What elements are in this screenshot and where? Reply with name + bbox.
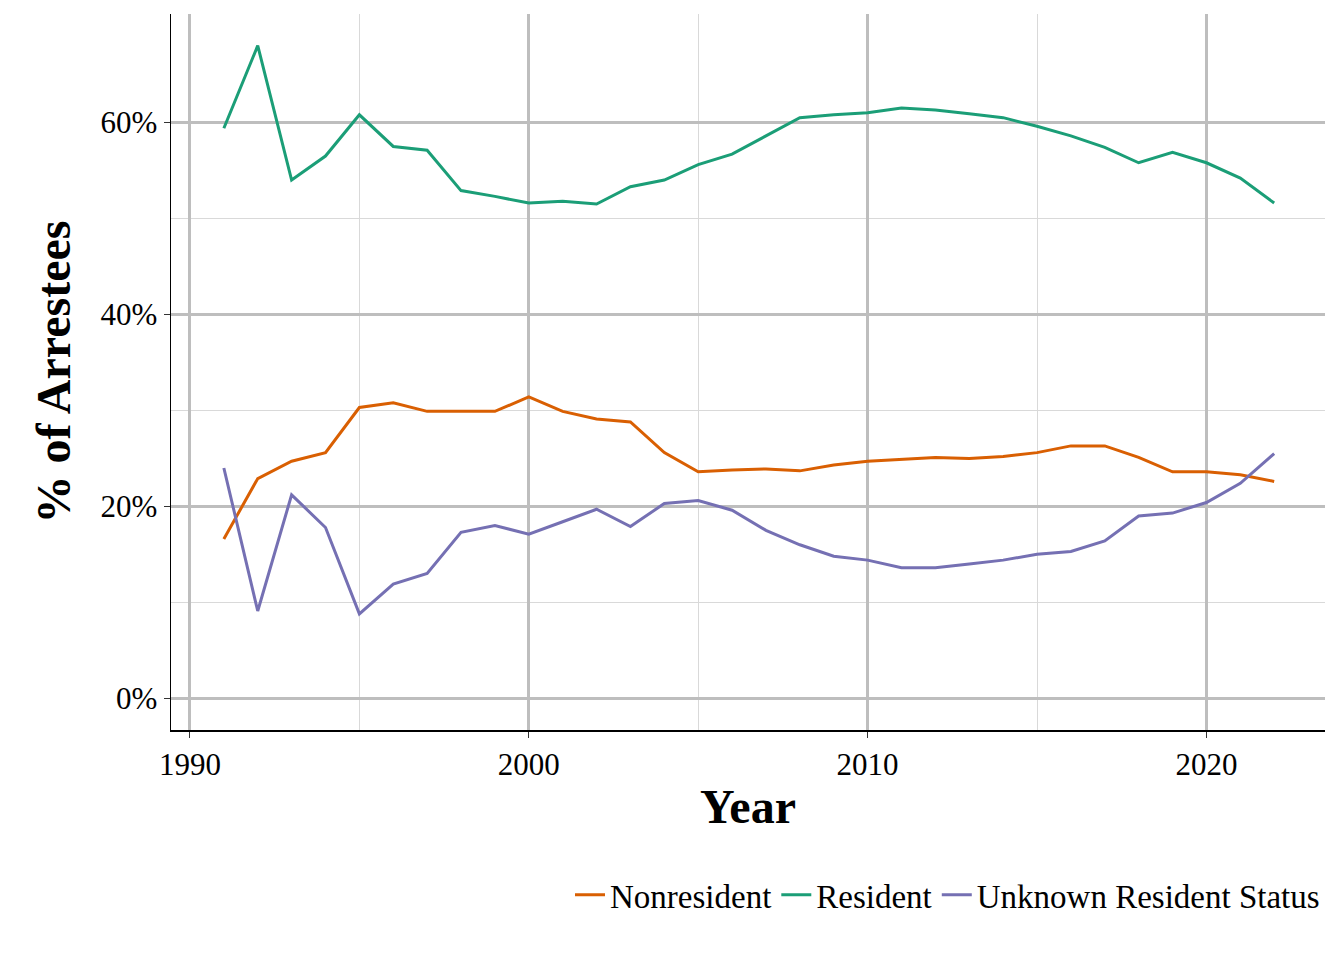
svg-text:0%: 0%: [116, 681, 157, 716]
svg-text:Unknown Resident Status: Unknown Resident Status: [977, 879, 1320, 915]
svg-text:Resident: Resident: [816, 879, 931, 915]
svg-text:Nonresident: Nonresident: [610, 879, 771, 915]
svg-text:Year: Year: [700, 780, 796, 833]
svg-text:60%: 60%: [100, 105, 157, 140]
svg-text:2000: 2000: [498, 747, 560, 782]
svg-text:2020: 2020: [1175, 747, 1237, 782]
svg-text:2010: 2010: [837, 747, 899, 782]
svg-text:40%: 40%: [100, 297, 157, 332]
svg-text:% of Arrestees: % of Arrestees: [27, 221, 80, 524]
svg-text:1990: 1990: [159, 747, 221, 782]
svg-text:20%: 20%: [100, 489, 157, 524]
